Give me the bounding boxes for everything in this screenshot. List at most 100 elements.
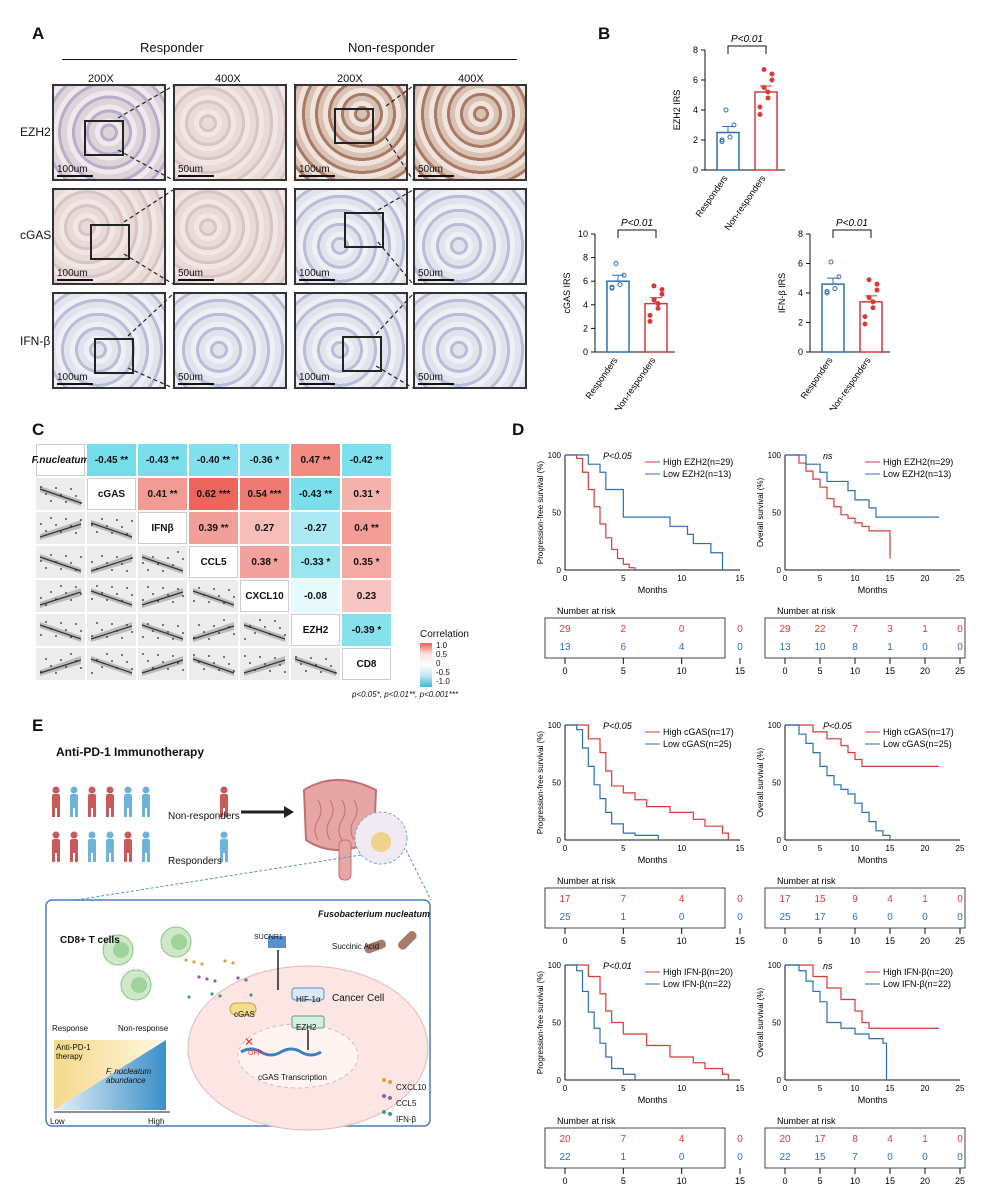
data-point [613, 261, 619, 266]
scatter-dot [106, 653, 108, 655]
risk-x-label: 10 [850, 666, 860, 676]
scatter-cell [291, 648, 340, 680]
risk-low-value: 1 [887, 642, 893, 653]
micrograph: 100um [294, 292, 408, 389]
variable-label: IFNβ [138, 512, 187, 544]
scatter-dot [162, 661, 164, 663]
scatter-dot [60, 568, 62, 570]
y-tick-label: 4 [798, 288, 803, 298]
scatter-dot [80, 593, 82, 595]
scatter-dot [157, 637, 159, 639]
scatter-dot [162, 624, 164, 626]
correlation-cell: -0.40 ** [189, 444, 238, 476]
scatter-dot [208, 601, 210, 603]
row-label-ifnb: IFN-β [20, 334, 51, 348]
cytokine-dot [231, 961, 235, 965]
regression-line [90, 658, 133, 674]
scatter-dot [70, 599, 72, 601]
risk-high-value: 0 [957, 1134, 963, 1145]
scatter-dot [116, 667, 118, 669]
data-point [769, 71, 775, 77]
legend-high: High EZH2(n=29) [883, 457, 953, 467]
risk-table [764, 1127, 966, 1169]
x-tick-label: Non-responders [722, 173, 767, 232]
scatter-dot [91, 635, 93, 637]
survival-curve [785, 454, 891, 559]
person-icon [88, 786, 96, 817]
cytokine-dot [223, 959, 227, 963]
scatter-cell [36, 546, 85, 578]
scatter-dot [177, 625, 179, 627]
scatter-dot [249, 662, 251, 664]
scatter-dot [152, 593, 154, 595]
risk-x-label: 5 [621, 666, 626, 676]
risk-high-value: 0 [737, 894, 743, 905]
risk-table [544, 1127, 726, 1169]
scatter-dot [233, 670, 235, 672]
correlation-cell: 0.23 [342, 580, 391, 612]
y-tick-label: 100 [768, 721, 782, 730]
mini-scatter [141, 586, 184, 608]
risk-title: Number at risk [557, 606, 616, 616]
scatter-dot [218, 669, 220, 671]
y-tick-label: 6 [583, 276, 588, 286]
scatter-cell [36, 580, 85, 612]
x-tick-label: Responders [799, 355, 835, 401]
data-point [731, 122, 737, 128]
legend-tick: 0 [436, 659, 441, 668]
y-tick-label: 4 [693, 105, 698, 115]
scatter-dot [259, 619, 261, 621]
correlation-cell: -0.43 ** [291, 478, 340, 510]
scatter-dot [65, 518, 67, 520]
scatter-dot [193, 637, 195, 639]
risk-high-value: 2 [621, 624, 627, 635]
person-icon [220, 831, 228, 862]
risk-low-value: 0 [957, 642, 963, 653]
scatter-dot [60, 531, 62, 533]
cytokine-dot [218, 994, 222, 998]
variable-label: CCL5 [189, 546, 238, 578]
scatter-cell [36, 478, 85, 510]
scatter-dot [106, 525, 108, 527]
scatter-dot [40, 634, 42, 636]
scatter-dot [223, 656, 225, 658]
x-axis-label: Months [638, 855, 668, 865]
risk-high-value: 29 [559, 624, 571, 635]
mini-scatter [39, 653, 82, 676]
scatter-dot [116, 519, 118, 521]
scatter-dot [65, 501, 67, 503]
scatter-dot [131, 520, 133, 522]
scale-bar: 50um [178, 372, 214, 385]
responders-label: Responders [168, 856, 222, 867]
risk-x-label: 0 [562, 1176, 567, 1186]
panel-e-letter: E [32, 716, 44, 735]
regression-line [39, 556, 82, 572]
scatter-dot [126, 661, 128, 663]
scatter-dot [208, 638, 210, 640]
scatter-dot [96, 585, 98, 587]
risk-low-value: 0 [922, 1152, 928, 1163]
risk-high-value: 17 [559, 894, 571, 905]
p-value: P<0.01 [731, 34, 763, 45]
scatter-cell [138, 546, 187, 578]
regression-line [39, 523, 82, 538]
scatter-dot [147, 586, 149, 588]
data-point [761, 85, 767, 90]
survival-curve [565, 454, 724, 570]
p-value: ns [823, 451, 833, 461]
risk-high-value: 20 [779, 1134, 791, 1145]
scatter-cell [189, 614, 238, 646]
data-point [828, 259, 834, 265]
legend-dot [382, 1094, 386, 1098]
scatter-dot [70, 525, 72, 527]
scatter-dot [40, 486, 42, 488]
y-tick-label: 2 [693, 135, 698, 145]
scatter-dot [213, 625, 215, 627]
scale-bar: 100um [57, 268, 93, 281]
risk-x-label: 10 [850, 1176, 860, 1186]
micrograph: 50um [173, 188, 287, 285]
risk-x-label: 10 [677, 936, 687, 946]
scatter-dot [65, 666, 67, 668]
scatter-dot [172, 655, 174, 657]
scatter-dot [60, 494, 62, 496]
